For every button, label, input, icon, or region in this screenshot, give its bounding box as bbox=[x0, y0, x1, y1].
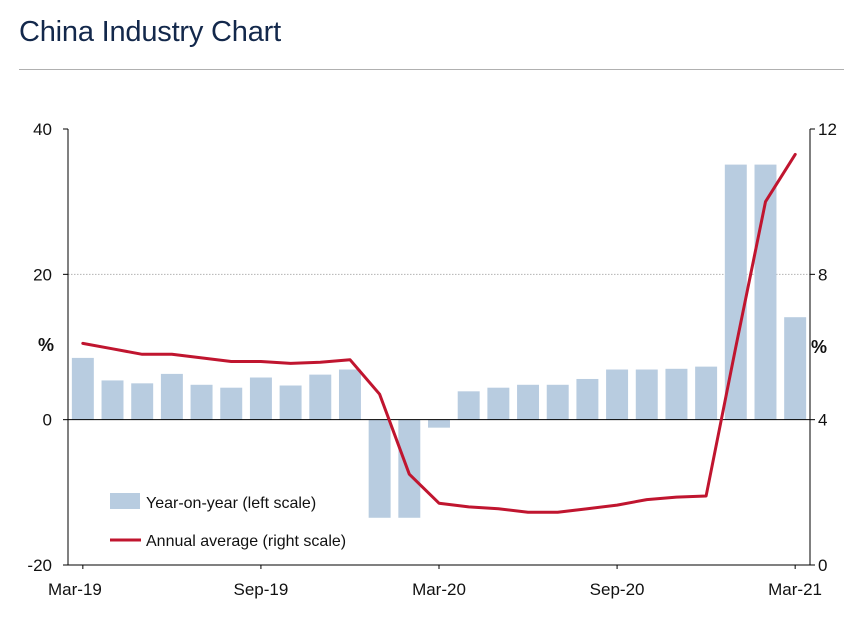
legend-swatch-bar bbox=[110, 493, 140, 509]
bar bbox=[398, 419, 421, 518]
bar bbox=[428, 419, 450, 428]
left-axis-tick-label: 20 bbox=[33, 265, 52, 284]
right-axis-tick-label: 8 bbox=[818, 265, 827, 284]
left-axis-tick-label: 0 bbox=[43, 411, 52, 430]
page-title: China Industry Chart bbox=[19, 16, 281, 48]
right-axis-unit-label: % bbox=[811, 337, 827, 357]
right-axis-tick-label: 12 bbox=[818, 120, 837, 139]
bar bbox=[665, 368, 688, 420]
x-axis-tick-label: Sep-19 bbox=[234, 580, 289, 599]
bar bbox=[487, 387, 510, 420]
x-axis-tick-label: Mar-19 bbox=[48, 580, 102, 599]
line-series bbox=[81, 152, 797, 514]
right-axis-tick-label: 4 bbox=[818, 411, 827, 430]
x-axis-tick-label: Sep-20 bbox=[590, 580, 645, 599]
title-divider bbox=[19, 69, 844, 70]
axes: -20 0 20 40 0 4 8 12% % Mar-19 Sep-19 Mar-20 Sep-20 M… bbox=[27, 120, 837, 599]
left-axis-tick-label: 40 bbox=[33, 120, 52, 139]
bar bbox=[724, 164, 747, 420]
bar bbox=[635, 369, 658, 420]
bar bbox=[368, 419, 391, 518]
bar bbox=[517, 384, 540, 420]
legend-label-bar: Year-on-year (left scale) bbox=[146, 495, 316, 512]
bar bbox=[101, 380, 124, 420]
bar bbox=[190, 384, 213, 420]
bar bbox=[160, 373, 183, 420]
x-axis-tick-label: Mar-21 bbox=[768, 580, 822, 599]
bar bbox=[279, 385, 302, 420]
bar bbox=[457, 391, 480, 420]
legend-label-line: Annual average (right scale) bbox=[146, 533, 346, 550]
left-axis-unit-label: % bbox=[38, 335, 54, 355]
bar-series bbox=[71, 164, 807, 518]
legend: Year-on-year (left scale) Annual average … bbox=[110, 493, 346, 550]
bar bbox=[695, 366, 718, 420]
bar bbox=[249, 377, 272, 420]
right-axis-tick-label: 0 bbox=[818, 556, 827, 575]
bar bbox=[784, 317, 807, 420]
bar bbox=[309, 374, 332, 420]
bar bbox=[576, 378, 599, 420]
x-axis-tick-label: Mar-20 bbox=[412, 580, 466, 599]
bar bbox=[546, 384, 569, 420]
left-axis-tick-label: -20 bbox=[27, 556, 52, 575]
bar bbox=[338, 369, 361, 420]
bar bbox=[220, 387, 243, 420]
bar bbox=[131, 383, 154, 420]
bar bbox=[71, 357, 94, 420]
annual-average-line bbox=[81, 152, 797, 514]
bar bbox=[606, 369, 629, 420]
